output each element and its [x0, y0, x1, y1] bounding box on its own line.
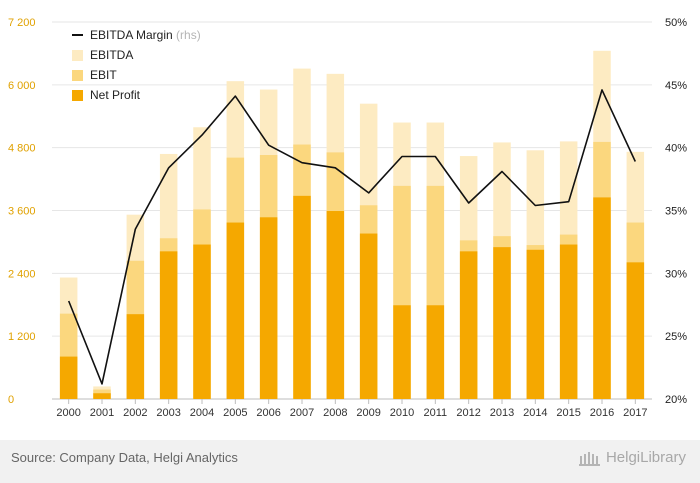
legend-label: EBIT: [90, 68, 117, 82]
legend-swatch: [72, 50, 83, 61]
bar-net-profit: [226, 222, 245, 399]
y-tick-label: 2 400: [8, 268, 36, 280]
right-axis: 20% 25% 30% 35% 40% 45% 50%: [665, 17, 687, 406]
brand-name: HelgiLibrary: [605, 449, 686, 466]
left-axis: 0 1 200 2 400 3 600 4 800 6 000 7 200: [8, 17, 36, 406]
legend-swatch: [72, 70, 83, 81]
x-tick-label: 2010: [390, 407, 414, 419]
bar-net-profit: [526, 249, 545, 399]
x-axis: 2000 2001 2002 2003 2004 2005 2006 2007 2008 2009…: [56, 399, 648, 419]
y2-tick-label: 40%: [665, 143, 687, 155]
bar-net-profit: [359, 233, 378, 399]
x-tick-label: 2000: [56, 407, 80, 419]
legend: EBITDA Margin (rhs) EBITDA EBIT Net Profit: [72, 28, 201, 102]
ebitda-margin-line: [67, 89, 637, 385]
bar-net-profit: [126, 314, 145, 399]
y-tick-label: 7 200: [8, 17, 36, 29]
x-tick-label: 2003: [156, 407, 180, 419]
x-tick-label: 2005: [223, 407, 247, 419]
x-tick-label: 2007: [290, 407, 314, 419]
bar-net-profit: [626, 262, 645, 399]
y2-tick-label: 20%: [665, 394, 687, 406]
x-tick-label: 2016: [590, 407, 614, 419]
x-tick-label: 2006: [256, 407, 280, 419]
x-tick-label: 2002: [123, 407, 147, 419]
bar-net-profit: [559, 244, 578, 399]
footer: Source: Company Data, Helgi Analytics He…: [0, 440, 700, 483]
x-tick-label: 2008: [323, 407, 347, 419]
legend-label: EBITDA Margin (rhs): [90, 28, 201, 42]
brand-logo: HelgiLibrary: [578, 449, 686, 466]
y2-tick-label: 30%: [665, 268, 687, 280]
y-tick-label: 0: [8, 394, 14, 406]
y2-tick-label: 45%: [665, 80, 687, 92]
bar-net-profit: [459, 251, 478, 399]
bar-net-profit: [493, 247, 511, 399]
x-tick-label: 2013: [490, 407, 514, 419]
y2-tick-label: 50%: [665, 17, 687, 29]
x-tick-label: 2001: [90, 407, 114, 419]
bar-net-profit: [593, 197, 611, 399]
gridlines: [52, 21, 652, 400]
bar-net-profit: [93, 393, 111, 399]
bar-net-profit: [193, 244, 211, 399]
bar-net-profit: [326, 211, 345, 399]
bar-net-profit: [159, 251, 178, 399]
x-tick-label: 2017: [623, 407, 647, 419]
y2-tick-label: 25%: [665, 331, 687, 343]
bars: [59, 50, 645, 400]
y-tick-label: 1 200: [8, 331, 36, 343]
x-tick-label: 2012: [456, 407, 480, 419]
bar-net-profit: [59, 356, 78, 399]
bar-net-profit: [259, 217, 278, 399]
y-tick-label: 3 600: [8, 206, 36, 218]
x-tick-label: 2015: [556, 407, 580, 419]
library-icon: [578, 451, 600, 466]
y-tick-label: 4 800: [8, 143, 36, 155]
bar-net-profit: [393, 305, 411, 399]
x-tick-label: 2009: [356, 407, 380, 419]
x-tick-label: 2014: [523, 407, 547, 419]
chart: 0 1 200 2 400 3 600 4 800 6 000 7 200 20% 25% 30…: [8, 17, 687, 419]
legend-axis-note: (rhs): [176, 28, 201, 42]
legend-label: Net Profit: [90, 88, 141, 102]
margin-line-layer: [67, 89, 637, 385]
x-tick-label: 2011: [424, 407, 448, 419]
legend-swatch: [72, 90, 83, 101]
y-tick-label: 6 000: [8, 80, 36, 92]
legend-label: EBITDA: [90, 48, 133, 62]
y2-tick-label: 35%: [665, 206, 687, 218]
bar-net-profit: [426, 305, 445, 399]
x-tick-label: 2004: [190, 407, 214, 419]
bar-net-profit: [293, 195, 311, 399]
source-note: Source: Company Data, Helgi Analytics: [11, 450, 238, 465]
